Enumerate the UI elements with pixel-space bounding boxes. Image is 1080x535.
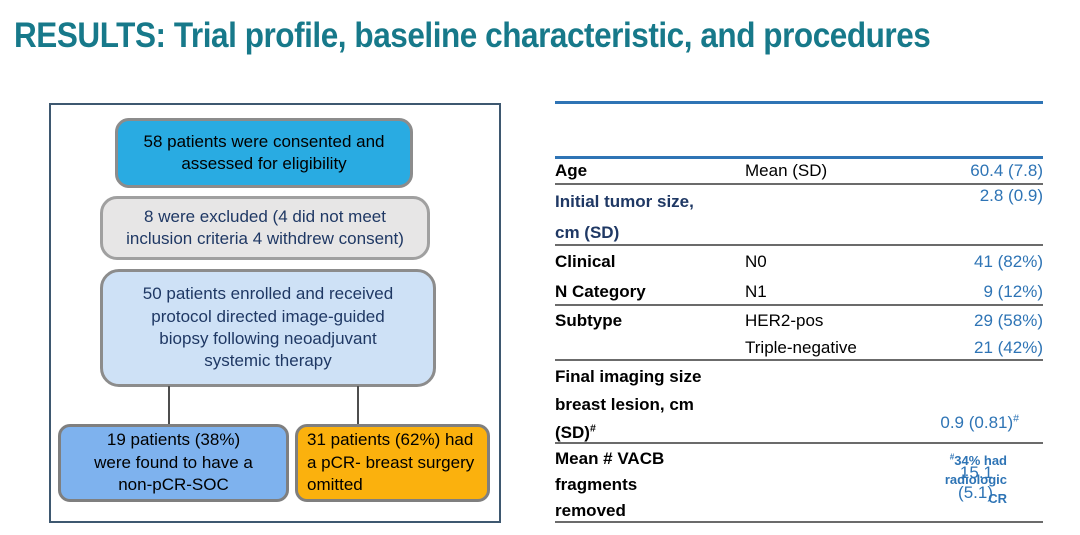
row-sublabel: N0 N1 bbox=[745, 252, 767, 301]
row-value: 15.1 (5.1) bbox=[930, 444, 1043, 521]
table-row-vacb-fragments: Mean # VACB fragments removed 15.1 (5.1) bbox=[555, 444, 1043, 523]
flow-box-pcr: 31 patients (62%) had a pCR- breast surg… bbox=[295, 424, 490, 502]
row-value-text: 15.1 (5.1) bbox=[958, 462, 993, 502]
row-label-superscript: # bbox=[589, 422, 596, 435]
page-title: RESULTS: Trial profile, baseline charact… bbox=[14, 16, 931, 55]
row-value: 29 (58%) 21 (42%) bbox=[974, 311, 1043, 357]
flow-box-enrolled: 50 patients enrolled and received protoc… bbox=[100, 269, 436, 387]
row-label: Initial tumor size, cm (SD) bbox=[555, 192, 694, 242]
flow-box-non-pcr: 19 patients (38%) were found to have a n… bbox=[58, 424, 289, 502]
trial-profile-flowchart: 58 patients were consented and assessed … bbox=[49, 103, 501, 523]
row-sublabel bbox=[745, 185, 930, 244]
flow-box-excluded: 8 were excluded (4 did not meet inclusio… bbox=[100, 196, 430, 260]
table-row-clinical-n-category: Clinical N Category N0 N1 41 (82%) 9 (12… bbox=[555, 246, 1043, 306]
baseline-characteristics-table: Age Mean (SD) 60.4 (7.8) Initial tumor s… bbox=[555, 156, 1043, 523]
row-sublabel: HER2-pos Triple-negative bbox=[745, 311, 857, 357]
row-value-text: 0.9 (0.81) bbox=[940, 413, 1014, 432]
row-sublabel bbox=[745, 444, 930, 521]
table-top-rule bbox=[555, 101, 1043, 104]
row-sublabel bbox=[745, 361, 930, 442]
row-value: 2.8 (0.9) bbox=[979, 186, 1043, 205]
flow-box-consented: 58 patients were consented and assessed … bbox=[115, 118, 413, 188]
flow-connector-right bbox=[357, 386, 359, 425]
row-value: 41 (82%) 9 (12%) bbox=[974, 252, 1043, 301]
row-value: 60.4 (7.8) bbox=[970, 161, 1043, 180]
row-value-line: 0.9 (0.81)# bbox=[930, 413, 1019, 432]
table-row-initial-tumor-size: Initial tumor size, cm (SD) 2.8 (0.9) bbox=[555, 185, 1043, 246]
row-value-superscript: # bbox=[1013, 412, 1019, 425]
flow-connector-left bbox=[168, 386, 170, 425]
row-label-text: Final imaging size breast lesion, cm (SD… bbox=[555, 367, 702, 442]
row-sublabel: Mean (SD) bbox=[745, 161, 828, 180]
row-label: Clinical N Category bbox=[555, 252, 646, 301]
table-row-final-imaging-size: Final imaging size breast lesion, cm (SD… bbox=[555, 361, 1043, 506]
footnote-text: 34% had radiologic CR bbox=[944, 453, 1007, 506]
row-value: 0.9 (0.81)# #34% had radiologic CR bbox=[930, 361, 1043, 506]
row-label: Final imaging size breast lesion, cm (SD… bbox=[555, 361, 745, 442]
row-label: Mean # VACB fragments removed bbox=[555, 449, 665, 520]
table-row-age: Age Mean (SD) 60.4 (7.8) bbox=[555, 159, 1043, 185]
footnote-superscript: # bbox=[949, 452, 955, 462]
row-label: Subtype bbox=[555, 311, 623, 330]
table-row-subtype: Subtype HER2-pos Triple-negative 29 (58%… bbox=[555, 306, 1043, 361]
radiologic-cr-footnote: #34% had radiologic CR bbox=[930, 451, 1019, 508]
row-label: Age bbox=[555, 161, 588, 180]
